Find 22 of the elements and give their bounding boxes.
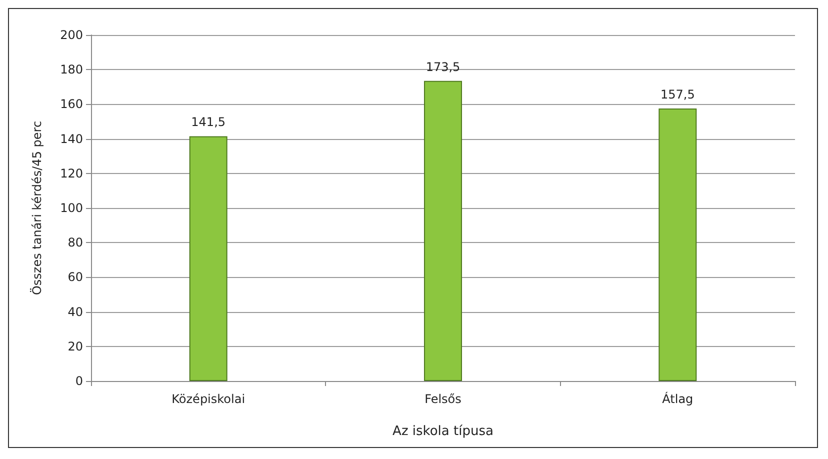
data-label: 173,5 <box>426 60 460 74</box>
y-tick-label: 180 <box>60 62 83 77</box>
y-tick-label: 0 <box>75 374 83 388</box>
y-tick-label: 100 <box>60 201 83 215</box>
x-tick-label: Átlag <box>662 391 694 406</box>
y-tick-label: 60 <box>68 270 83 284</box>
y-tick-label: 80 <box>68 236 83 250</box>
bar <box>424 80 462 381</box>
y-tick-label: 120 <box>60 166 83 180</box>
data-label: 141,5 <box>191 115 226 130</box>
y-tick-label: 160 <box>60 97 83 112</box>
y-tick-label: 200 <box>60 28 83 42</box>
y-axis-title: Összes tanári kérdés/45 perc <box>30 120 44 296</box>
bar <box>658 108 697 381</box>
y-tick-label: 20 <box>68 339 83 354</box>
data-label: 157,5 <box>660 88 695 102</box>
y-tick-label: 140 <box>60 132 83 146</box>
x-tick-label: Felsős <box>424 392 462 406</box>
bar <box>189 136 228 381</box>
y-tick-label: 40 <box>68 304 83 319</box>
x-tick-label: Középiskolai <box>172 392 246 406</box>
x-axis-title: Az iskola típusa <box>392 424 494 439</box>
